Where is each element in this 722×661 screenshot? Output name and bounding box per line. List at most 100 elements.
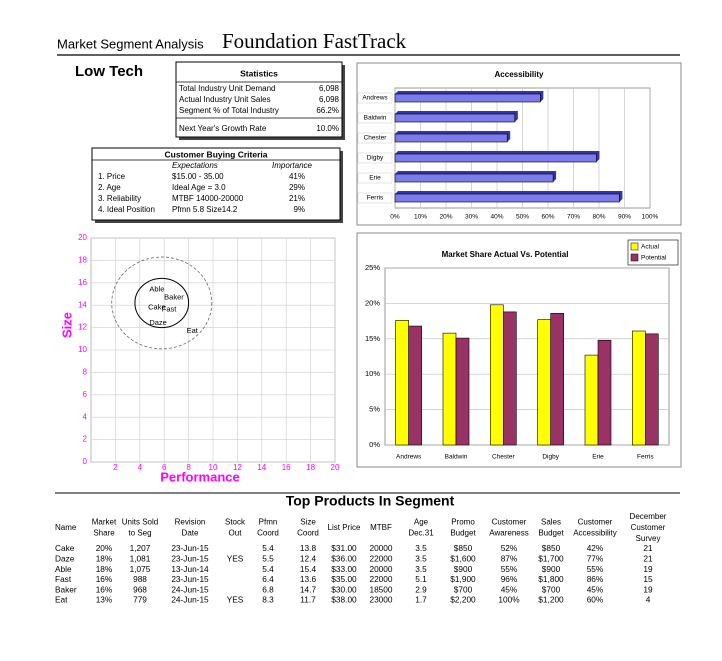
y-axis-label: Size [59,312,74,338]
table-cell: YES [227,595,244,605]
legend-swatch [630,253,639,262]
category-label: Erie [592,454,604,461]
criteria-header: Expectations [172,161,218,170]
product-point: Fast [162,305,178,314]
bar [550,313,564,446]
table-cell: 23-Jun-15 [171,553,209,563]
criteria-importance: 9% [293,205,305,214]
x-tick-label: 50% [516,214,529,221]
table-cell: 3.5 [415,543,427,553]
stats-label: Actual Industry Unit Sales [179,95,271,104]
table-cell: $30.00 [331,584,357,594]
table-cell: 988 [133,574,147,584]
category-box [357,132,393,144]
stats-label: Segment % of Total Industry [179,106,279,115]
table-title: Top Products In Segment [286,493,455,509]
criteria-expectation: $15.00 - 35.00 [172,172,224,181]
table-cell: $35.00 [331,574,357,584]
bar [645,333,659,446]
x-tick-label: 2 [113,463,118,472]
criteria-importance: 41% [289,172,305,181]
criteria-label: 1. Price [98,172,126,181]
x-tick-label: 60% [541,214,554,221]
y-tick-label: 14 [78,300,87,309]
bar [394,133,508,143]
bar [394,153,597,163]
x-tick-label: 6 [162,463,167,472]
table-cell: Baker [55,584,77,594]
x-tick-label: 90% [618,214,631,221]
stats-title: Statistics [240,68,278,78]
x-tick-label: 80% [592,214,605,221]
table-cell: 8.3 [262,595,274,605]
column-header: Stock [225,518,246,527]
table-cell: 55% [501,564,518,574]
y-tick-label: 18 [78,256,87,265]
column-header: Pfmn [259,518,278,527]
segment-name: Low Tech [75,63,143,80]
table-cell: 968 [133,584,147,594]
table-cell: 13.6 [300,574,317,584]
table-cell: 20000 [369,543,392,553]
x-tick-label: 20% [439,214,452,221]
table-cell: $700 [454,584,473,594]
segment-circle [134,277,190,329]
table-cell: Eat [55,595,68,605]
table-cell: 23000 [369,595,392,605]
table-cell: 5.1 [415,574,427,584]
table-cell: 21 [643,553,653,563]
product-point: Daze [149,318,167,327]
category-label: Baldwin [364,115,387,122]
section-title: Market Segment Analysis [57,36,204,51]
bar [455,337,470,446]
y-tick-label: 10% [365,369,380,378]
bar [503,311,517,446]
category-box [357,172,393,184]
table-cell: $1,700 [538,553,564,563]
category-box [357,192,393,204]
column-header: Sales [541,518,561,527]
table-cell: 14.7 [300,584,317,594]
column-header: Units Sold [122,518,158,527]
product-point: Cake [148,302,166,311]
bar [395,320,409,446]
chart-title: Accessibility [495,70,544,79]
category-label: Andrews [362,95,388,102]
category-label: Andrews [396,454,422,461]
criteria-header: Importance [272,161,313,170]
table-cell: 77% [587,553,604,563]
bar [394,113,516,123]
y-tick-label: 10 [78,345,87,354]
y-tick-label: 6 [83,390,88,399]
column-header: Size [300,518,316,527]
table-cell: 60% [587,595,604,605]
column-header: to Seg [128,529,151,538]
x-tick-label: 4 [138,463,143,472]
legend-swatch [630,242,639,251]
column-header: Revision [175,518,206,527]
category-box [357,152,393,164]
criteria-label: 2. Age [98,183,121,192]
category-label: Digby [542,454,559,461]
y-tick-label: 25% [365,263,380,272]
bar [408,325,422,446]
table-cell: 13% [96,595,113,605]
table-cell: 96% [501,574,518,584]
table-cell: 19 [643,564,653,574]
table-cell: 23-Jun-15 [171,543,209,553]
table-cell: 16% [96,584,113,594]
table-cell: 1,207 [130,543,151,553]
column-header: Customer [492,518,527,527]
bar [442,332,457,446]
segment-circle [111,256,213,350]
table-cell: 18% [96,564,113,574]
stats-label: Next Year's Growth Rate [179,124,267,133]
table-cell: $1,200 [538,595,564,605]
category-label: Chester [492,454,516,461]
table-cell: 24-Jun-15 [171,595,209,605]
product-point: Able [149,285,164,294]
x-tick-label: 0% [390,214,400,221]
table-cell: 20% [96,543,113,553]
table-cell: 15 [643,574,653,584]
table-cell: $900 [454,564,473,574]
